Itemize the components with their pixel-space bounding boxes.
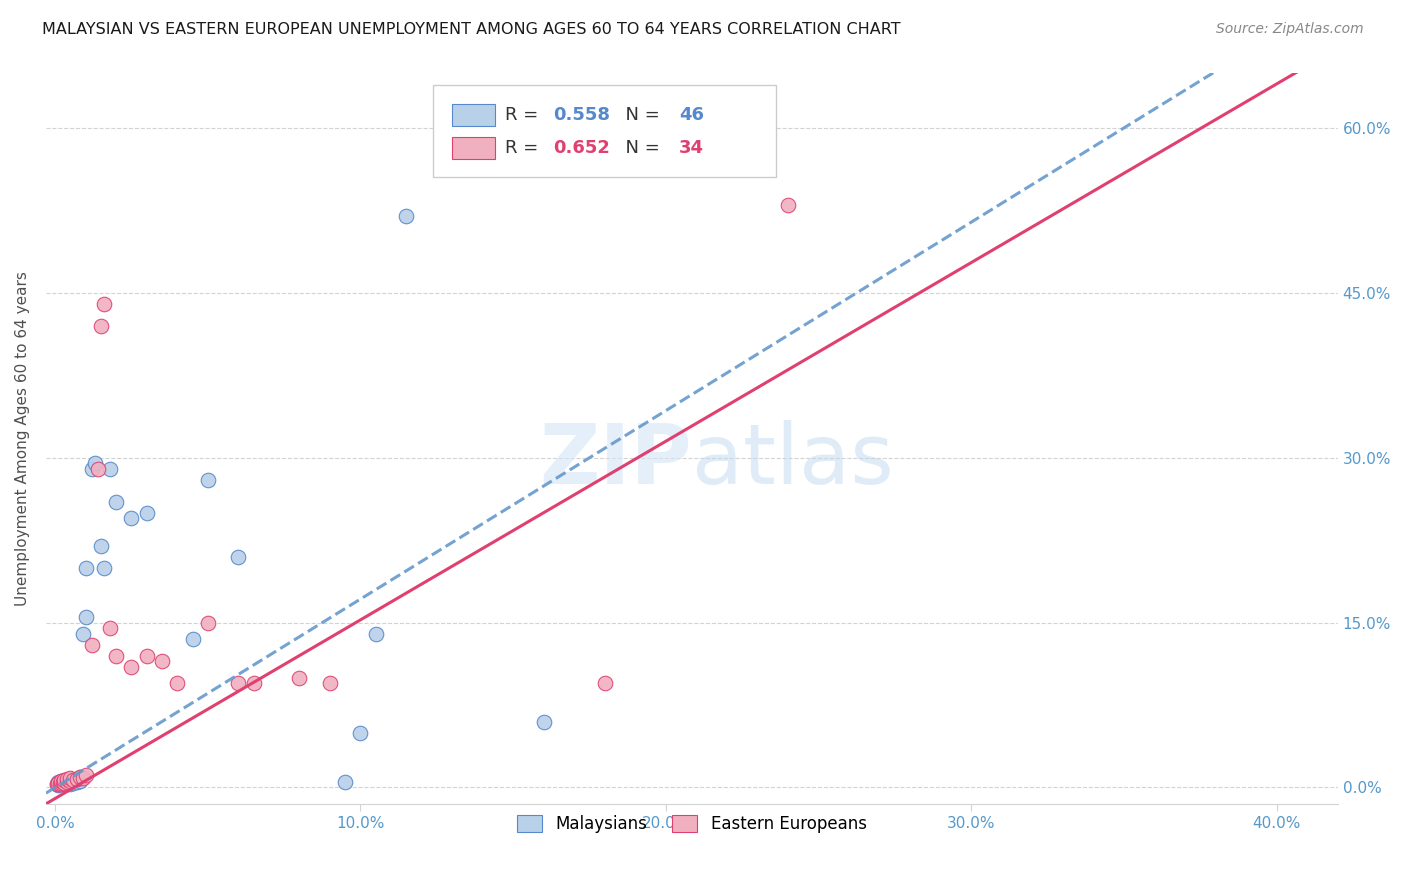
Text: atlas: atlas <box>692 420 894 501</box>
Point <box>776 198 799 212</box>
Point <box>83 456 105 470</box>
Point <box>48 777 70 791</box>
Point <box>75 560 97 574</box>
Point <box>228 676 250 690</box>
Point <box>105 648 128 663</box>
Text: Source: ZipAtlas.com: Source: ZipAtlas.com <box>1216 22 1364 37</box>
Point <box>52 775 75 789</box>
FancyBboxPatch shape <box>451 103 495 126</box>
Point <box>69 773 91 788</box>
Point <box>51 776 73 790</box>
Point <box>59 772 82 786</box>
Point <box>62 772 84 787</box>
Point <box>59 771 82 785</box>
Point <box>48 777 70 791</box>
Point <box>242 676 264 690</box>
FancyBboxPatch shape <box>433 86 776 177</box>
Point <box>55 775 77 789</box>
Text: 0.558: 0.558 <box>554 105 610 124</box>
Point <box>319 676 342 690</box>
Point <box>65 775 87 789</box>
Point <box>59 777 82 791</box>
Point <box>56 772 79 786</box>
Point <box>56 776 79 790</box>
Y-axis label: Unemployment Among Ages 60 to 64 years: Unemployment Among Ages 60 to 64 years <box>15 271 30 606</box>
Text: R =: R = <box>505 105 544 124</box>
Point <box>46 775 69 789</box>
Point <box>533 714 555 729</box>
FancyBboxPatch shape <box>451 136 495 159</box>
Point <box>349 725 371 739</box>
Point <box>51 773 73 788</box>
Point <box>69 770 91 784</box>
Point <box>93 560 115 574</box>
Text: N =: N = <box>614 105 666 124</box>
Text: R =: R = <box>505 138 544 156</box>
Point <box>53 773 76 788</box>
Point <box>166 676 188 690</box>
Point <box>228 549 250 564</box>
Point <box>121 659 143 673</box>
Point <box>93 297 115 311</box>
Text: 34: 34 <box>679 138 704 156</box>
Point <box>48 776 70 790</box>
Point <box>72 771 94 785</box>
Point <box>75 768 97 782</box>
Point <box>593 676 616 690</box>
Point <box>288 671 311 685</box>
Point <box>69 770 91 784</box>
Text: ZIP: ZIP <box>540 420 692 501</box>
Point <box>121 511 143 525</box>
Point <box>56 772 79 787</box>
Point <box>59 775 82 789</box>
Point <box>46 776 69 790</box>
Point <box>53 776 76 790</box>
Text: 0.652: 0.652 <box>554 138 610 156</box>
Point <box>51 776 73 790</box>
Point <box>75 610 97 624</box>
Point <box>135 506 157 520</box>
Point <box>65 772 87 786</box>
Point <box>51 773 73 788</box>
Point <box>65 772 87 786</box>
Point <box>53 772 76 787</box>
Point <box>150 654 173 668</box>
Point <box>135 648 157 663</box>
Point <box>87 461 110 475</box>
Point <box>197 473 219 487</box>
Point <box>45 777 67 791</box>
Point <box>364 626 387 640</box>
Point <box>53 776 76 790</box>
Point <box>197 615 219 630</box>
Point <box>90 539 112 553</box>
Text: MALAYSIAN VS EASTERN EUROPEAN UNEMPLOYMENT AMONG AGES 60 TO 64 YEARS CORRELATION: MALAYSIAN VS EASTERN EUROPEAN UNEMPLOYME… <box>42 22 901 37</box>
Legend: Malaysians, Eastern Europeans: Malaysians, Eastern Europeans <box>510 808 873 839</box>
Point <box>56 775 79 789</box>
Point <box>62 773 84 788</box>
Point <box>46 778 69 792</box>
Point <box>46 777 69 791</box>
Point <box>80 461 103 475</box>
Point <box>59 773 82 788</box>
Point <box>56 777 79 791</box>
Point <box>45 777 67 791</box>
Point <box>90 318 112 333</box>
Point <box>72 626 94 640</box>
Point <box>80 638 103 652</box>
Point <box>395 209 418 223</box>
Point <box>49 776 72 790</box>
Point <box>335 775 357 789</box>
Text: N =: N = <box>614 138 666 156</box>
Point <box>105 494 128 508</box>
Point <box>53 777 76 791</box>
Point <box>51 777 73 791</box>
Point <box>98 461 121 475</box>
Point <box>62 776 84 790</box>
Point <box>181 632 204 646</box>
Text: 46: 46 <box>679 105 704 124</box>
Point <box>52 775 75 789</box>
Point <box>98 621 121 635</box>
